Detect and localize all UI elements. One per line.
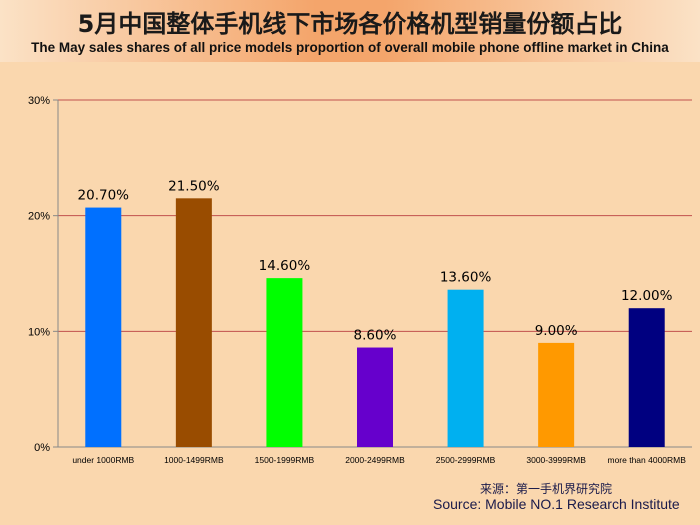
bar bbox=[266, 278, 303, 447]
y-tick-label: 0% bbox=[34, 442, 50, 454]
data-label: 12.00% bbox=[621, 288, 673, 304]
bar bbox=[357, 347, 393, 447]
data-label: 9.00% bbox=[535, 323, 578, 339]
data-label: 14.60% bbox=[259, 258, 311, 274]
x-tick-label: under 1000RMB bbox=[72, 455, 134, 465]
data-label: 21.50% bbox=[168, 178, 220, 194]
data-label: 13.60% bbox=[440, 270, 492, 286]
x-tick-label: 1500-1999RMB bbox=[255, 455, 315, 465]
bar bbox=[85, 207, 122, 447]
data-label: 8.60% bbox=[354, 328, 397, 344]
y-tick-label: 10% bbox=[28, 326, 50, 338]
bar bbox=[628, 308, 665, 447]
x-tick-label: 3000-3999RMB bbox=[526, 455, 586, 465]
bar bbox=[538, 342, 575, 447]
source-cn: 来源：第一手机界研究院 bbox=[480, 482, 613, 496]
data-label: 20.70% bbox=[78, 188, 130, 204]
y-tick-label: 30% bbox=[28, 95, 50, 107]
bar bbox=[175, 198, 212, 447]
x-tick-label: more than 4000RMB bbox=[607, 455, 686, 465]
x-tick-label: 1000-1499RMB bbox=[164, 455, 224, 465]
x-tick-label: 2000-2499RMB bbox=[345, 455, 405, 465]
y-tick-label: 20% bbox=[28, 211, 50, 223]
x-tick-label: 2500-2999RMB bbox=[436, 455, 496, 465]
bar bbox=[447, 289, 484, 447]
source-en: Source: Mobile NO.1 Research Institute bbox=[433, 496, 680, 512]
title-banner: 5月中国整体手机线下市场各价格机型销量份额占比 The May sales sh… bbox=[0, 0, 700, 62]
chart-title: 5月中国整体手机线下市场各价格机型销量份额占比 bbox=[77, 10, 623, 38]
chart-subtitle: The May sales shares of all price models… bbox=[31, 40, 669, 55]
